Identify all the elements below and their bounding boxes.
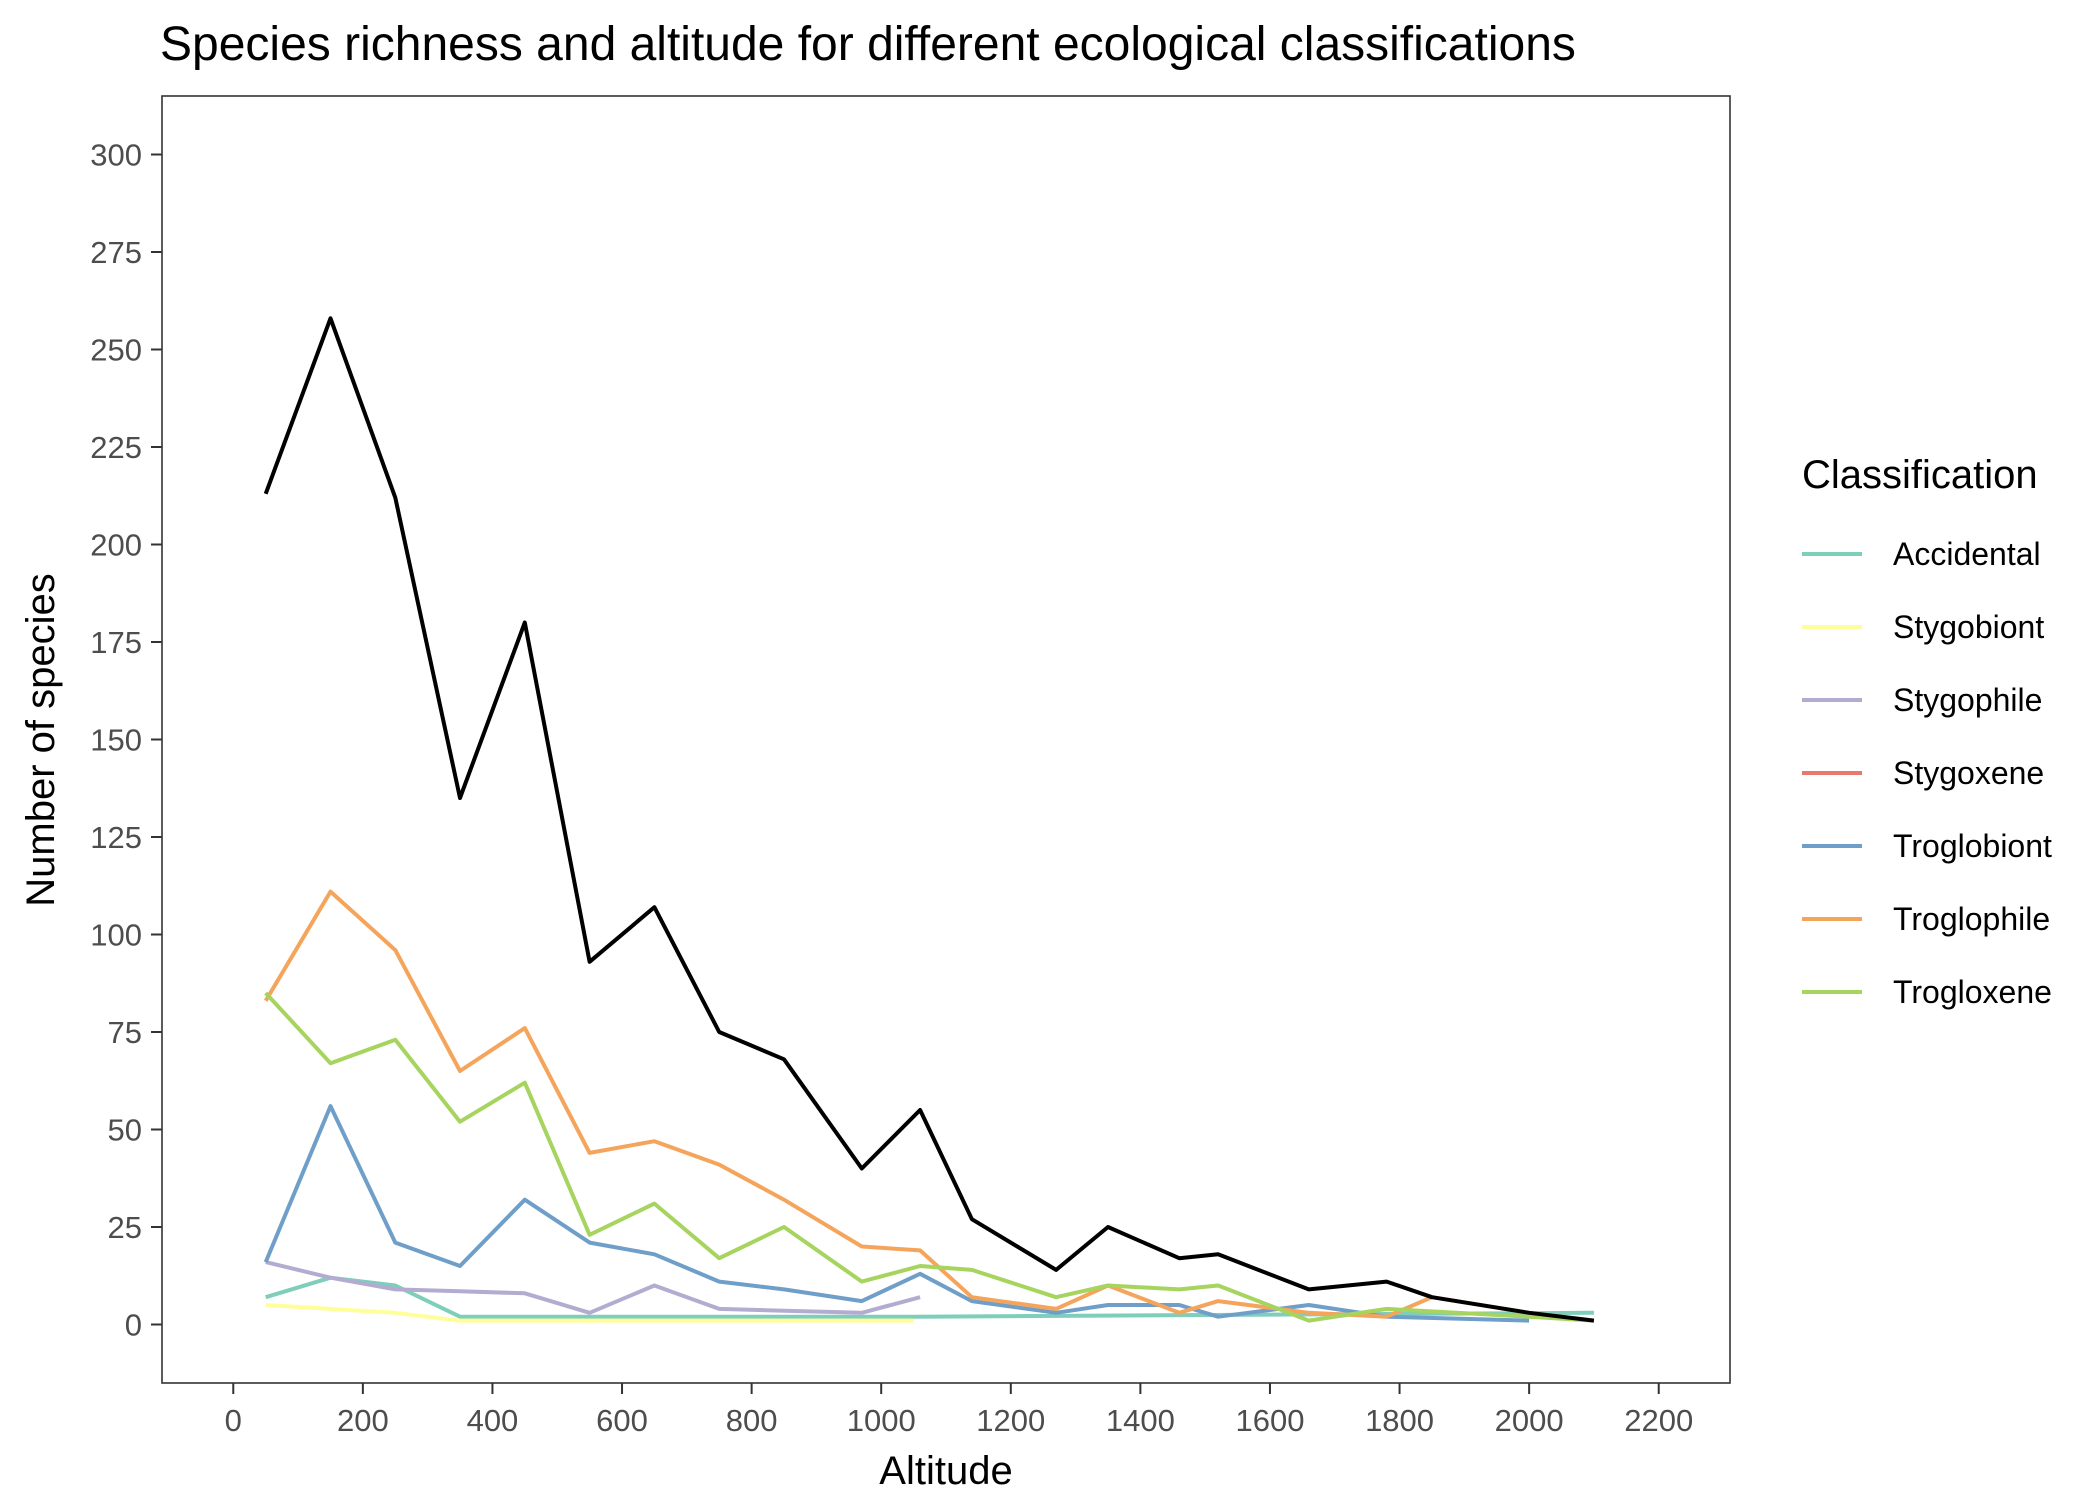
y-tick-label: 0 xyxy=(125,1308,142,1343)
series-lines xyxy=(263,316,1595,1323)
x-tick-label: 0 xyxy=(225,1403,242,1438)
series-line-stygobiont xyxy=(265,1303,914,1323)
series-line-trogloxene xyxy=(264,991,1595,1323)
y-tick-label: 275 xyxy=(90,235,142,270)
legend-label-troglophile: Troglophile xyxy=(1893,901,2050,937)
x-tick-label: 200 xyxy=(337,1403,389,1438)
series-line-accidental xyxy=(265,1275,1594,1319)
legend-label-stygophile: Stygophile xyxy=(1893,682,2042,718)
series-line-stygophile xyxy=(265,1260,921,1315)
legend-title: Classification xyxy=(1802,453,2038,497)
legend-label-accidental: Accidental xyxy=(1893,536,2041,572)
x-tick-label: 1800 xyxy=(1365,1403,1434,1438)
y-tick-label: 125 xyxy=(90,820,142,855)
y-tick-label: 175 xyxy=(90,625,142,660)
x-axis-title: Altitude xyxy=(879,1449,1012,1493)
legend: Classification Accidental Stygobiont Stygo… xyxy=(1802,453,2052,1010)
y-tick-label: 250 xyxy=(90,333,142,368)
y-tick-label: 150 xyxy=(90,723,142,758)
x-tick-label: 1600 xyxy=(1235,1403,1304,1438)
y-tick-label: 25 xyxy=(108,1210,142,1245)
y-tick-label: 50 xyxy=(108,1113,142,1148)
y-tick-label: 225 xyxy=(90,430,142,465)
x-tick-label: 1200 xyxy=(976,1403,1045,1438)
legend-label-stygobiont: Stygobiont xyxy=(1893,609,2044,645)
x-tick-label: 2200 xyxy=(1624,1403,1693,1438)
plot-panel xyxy=(161,95,1731,1384)
y-tick-label: 100 xyxy=(90,918,142,953)
y-tick-label: 300 xyxy=(90,138,142,173)
series-line-troglophile xyxy=(263,889,1595,1323)
x-tick-label: 1400 xyxy=(1106,1403,1175,1438)
y-axis: 0 25 50 75 100 125 150 175 200 225 250 275 300 xyxy=(90,138,162,1343)
y-tick-label: 75 xyxy=(108,1015,142,1050)
legend-label-stygoxene: Stygoxene xyxy=(1893,755,2044,791)
series-line-troglobiont xyxy=(263,1104,1530,1323)
series-line-total xyxy=(263,316,1595,1323)
y-tick-label: 200 xyxy=(90,528,142,563)
x-tick-label: 1000 xyxy=(847,1403,916,1438)
legend-label-trogloxene: Trogloxene xyxy=(1893,974,2052,1010)
chart-title: Species richness and altitude for differ… xyxy=(160,18,1576,71)
x-axis: 0 200 400 600 800 1000 1200 1400 1600 1800 2000 220… xyxy=(225,1383,1693,1438)
x-tick-label: 800 xyxy=(726,1403,778,1438)
y-axis-title: Number of species xyxy=(19,573,63,906)
legend-label-troglobiont: Troglobiont xyxy=(1893,828,2052,864)
x-tick-label: 600 xyxy=(596,1403,648,1438)
x-tick-label: 400 xyxy=(467,1403,519,1438)
x-tick-label: 2000 xyxy=(1495,1403,1564,1438)
